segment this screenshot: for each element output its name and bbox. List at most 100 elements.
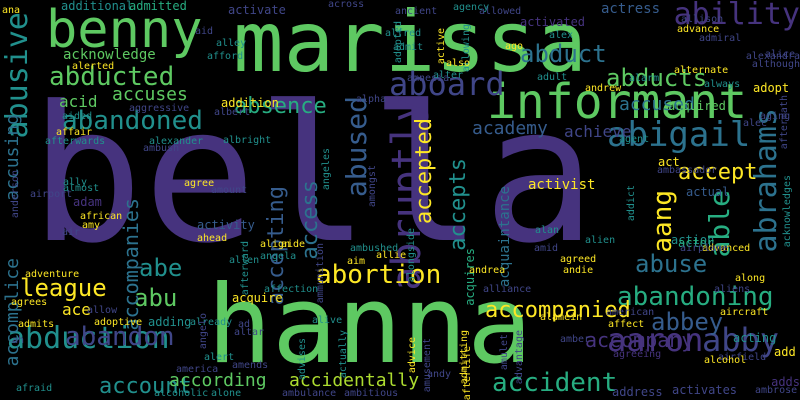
word-active: active (436, 28, 447, 65)
word-agency: agency (453, 2, 490, 13)
word-aggressive: aggressive (129, 103, 190, 114)
word-adding: adding (148, 315, 192, 329)
word-acknowledge: acknowledge (63, 47, 156, 63)
word-actor: actor (678, 236, 715, 250)
word-accused: accused (619, 94, 695, 115)
word-advice: advice (407, 337, 418, 374)
word-abby: abby (702, 321, 780, 359)
word-actress: actress (601, 1, 661, 17)
word-andy: andy (427, 369, 452, 380)
word-advises: advises (297, 338, 308, 381)
word-marissa: marissa (233, 0, 588, 91)
word-alliance: alliance (483, 284, 532, 295)
word-acid: acid (59, 92, 98, 111)
word-always: always (704, 79, 741, 90)
word-abduction: abduction (7, 321, 170, 356)
word-america: america (176, 364, 219, 375)
word-andrea: andrea (469, 265, 506, 276)
word-acknowledges: acknowledges (782, 175, 793, 248)
word-actually: actually (338, 330, 349, 379)
word-academy: academy (472, 118, 548, 139)
word-already: already (190, 317, 233, 328)
word-afterlife: afterlife (462, 345, 473, 400)
word-amy: amy (82, 220, 101, 231)
word-also: also (446, 58, 471, 69)
word-alpha: alpha (356, 94, 387, 105)
word-afterward: afterward (240, 241, 251, 296)
word-acquires: acquires (463, 248, 477, 306)
word-angela: angela (260, 251, 297, 262)
word-ambushed: ambushed (350, 243, 399, 254)
word-almost: almost (63, 183, 100, 194)
word-informant: informant (487, 74, 748, 130)
word-angeles: angeles (321, 148, 332, 191)
word-activates: activates (672, 383, 738, 397)
word-ambush: ambush (143, 143, 180, 154)
word-abbey: abbey (651, 308, 724, 336)
word-acquired: acquired (668, 99, 726, 113)
word-american: american (606, 307, 655, 318)
word-abu: abu (134, 284, 178, 312)
word-ally: ally (63, 177, 88, 188)
word-ambrose: ambrose (755, 385, 798, 396)
word-alongside: alongside (406, 228, 417, 283)
word-aid: aid (195, 26, 214, 37)
word-alarm: alarm (629, 73, 660, 84)
word-admits: admits (18, 319, 55, 330)
word-accepted: accepted (412, 118, 437, 224)
word-activity: activity (197, 218, 255, 232)
word-action: action (671, 233, 715, 247)
word-advantage: advantage (514, 330, 525, 385)
word-alien: alien (585, 235, 616, 246)
word-affect: affect (608, 319, 645, 330)
word-accomplice: accomplice (2, 258, 23, 367)
word-accompanied: accompanied (485, 298, 631, 323)
word-align: align (260, 239, 291, 250)
word-adam: adam (73, 195, 102, 209)
word-advance: advance (677, 24, 720, 35)
word-airfield: airfield (718, 352, 767, 363)
word-abigail: abigail (607, 115, 751, 155)
word-aide: aide (281, 239, 306, 250)
word-angelo: angelo (198, 313, 209, 350)
word-abandoning: abandoning (617, 282, 774, 312)
word-ancient: ancient (395, 6, 438, 17)
word-adoptive: adoptive (94, 317, 143, 328)
word-amber: amber (560, 334, 591, 345)
word-abandoned: abandoned (62, 106, 203, 136)
word-act: act (658, 155, 680, 169)
word-accident: accident (492, 368, 618, 398)
word-admit: admit (393, 42, 424, 53)
word-air: air (62, 227, 81, 238)
word-aliens: aliens (714, 284, 751, 295)
word-adds: adds (771, 375, 800, 389)
word-ah: ah (12, 335, 25, 346)
word-ahead: ahead (197, 233, 228, 244)
word-bella: bella (30, 66, 596, 285)
word-admitted: admitted (129, 0, 187, 13)
word-abandon: abandon (65, 322, 175, 352)
word-agrees: agrees (11, 297, 48, 308)
word-affair: affair (56, 127, 93, 138)
word-allow: allow (87, 305, 118, 316)
word-alerted: alerted (72, 61, 115, 72)
word-addict: addict (626, 185, 637, 222)
word-alec: alec (743, 118, 768, 129)
word-across: across (328, 0, 365, 10)
word-allison: allison (681, 14, 724, 25)
word-address: address (612, 385, 663, 399)
word-ammunition: ammunition (315, 243, 326, 304)
word-accept: accept (678, 160, 758, 185)
word-agent: agent (619, 134, 650, 145)
word-activated: activated (520, 15, 586, 29)
word-alert: alert (204, 352, 235, 363)
word-alamein: alamein (540, 312, 583, 323)
word-allen: allen (229, 255, 260, 266)
word-accompany: accompany (585, 328, 694, 352)
word-allie: allie (376, 250, 407, 261)
word-amusement: amusement (422, 338, 433, 393)
word-along: along (735, 273, 766, 284)
word-accidentally: accidentally (289, 370, 420, 391)
word-amnesia: amnesia (407, 73, 450, 84)
word-alex: alex (549, 30, 574, 41)
